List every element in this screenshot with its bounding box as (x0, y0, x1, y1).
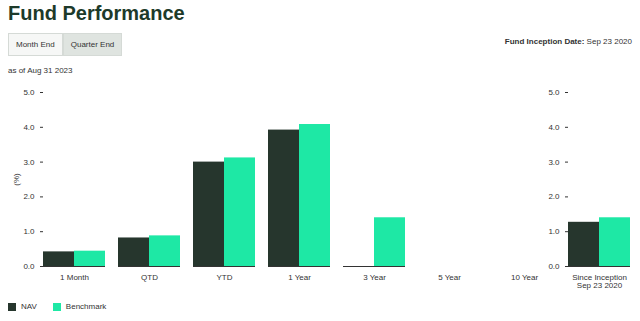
html-text:Quarter End: Quarter End (70, 40, 115, 49)
svg-text:4.0: 4.0 (548, 123, 560, 132)
svg-text:3 Year: 3 Year (363, 273, 386, 282)
html-text:Benchmark: Benchmark (65, 302, 107, 311)
svg-text:QTD: QTD (141, 273, 158, 282)
html-text:Fund Performance: Fund Performance (8, 2, 185, 24)
svg-text:10 Year: 10 Year (511, 273, 538, 282)
svg-text:5.0: 5.0 (548, 88, 560, 97)
html-text:Month End: Month End (16, 40, 55, 49)
svg-text:1 Year: 1 Year (288, 273, 311, 282)
html-text:Fund Inception Date: Sep 23 20: Fund Inception Date: Sep 23 2020 (504, 37, 632, 46)
svg-text:1 Month: 1 Month (60, 273, 89, 282)
svg-text:1.0: 1.0 (23, 227, 35, 236)
svg-text:0.0: 0.0 (548, 262, 560, 271)
svg-text:0.0: 0.0 (23, 262, 35, 271)
svg-text:YTD: YTD (217, 273, 233, 282)
svg-text:4.0: 4.0 (23, 123, 35, 132)
svg-text:Since InceptionSep 23 2020: Since InceptionSep 23 2020 (572, 273, 627, 290)
svg-text:5.0: 5.0 (23, 88, 35, 97)
svg-text:3.0: 3.0 (548, 158, 560, 167)
svg-text:5 Year: 5 Year (438, 273, 461, 282)
html-text:as of Aug 31 2023: as of Aug 31 2023 (8, 66, 73, 75)
svg-text:(%): (%) (12, 173, 21, 186)
svg-text:2.0: 2.0 (548, 192, 560, 201)
svg-text:2.0: 2.0 (23, 192, 35, 201)
svg-text:3.0: 3.0 (23, 158, 35, 167)
html-text:NAV: NAV (21, 302, 37, 311)
svg-text:1.0: 1.0 (548, 227, 560, 236)
